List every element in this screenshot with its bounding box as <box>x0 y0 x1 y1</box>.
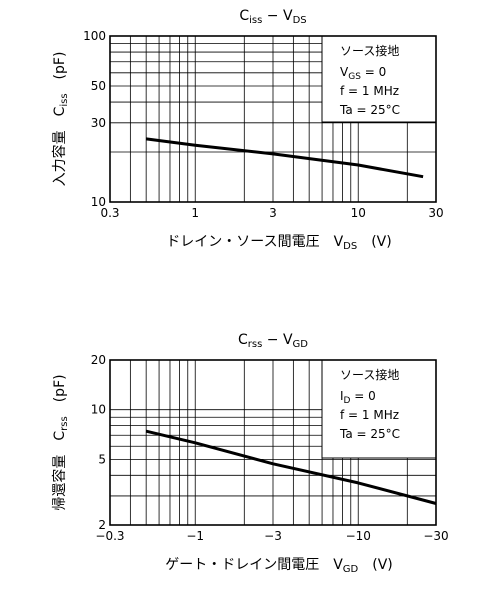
data-curve <box>145 429 437 505</box>
ylabel-sub: iss <box>59 93 70 106</box>
chart-2: Crss − VGD−0.3 −1 −3 −10 −30251020ゲート・ドレイン間電… <box>51 332 449 575</box>
chart-title: Crss − VGD <box>238 332 308 350</box>
legend-main: f = 1 MHz <box>340 408 399 422</box>
legend-sub: GS <box>348 72 361 82</box>
y-tick-label: 10 <box>91 403 106 417</box>
xlabel-unit: (V) <box>358 557 393 573</box>
y-tick-label: 50 <box>91 79 106 93</box>
x-tick-label: −1 <box>186 529 204 543</box>
title-sep: − V <box>262 8 293 24</box>
x-tick-label: 10 <box>351 206 366 220</box>
y-tick-label: 5 <box>98 452 106 466</box>
legend-main: I <box>340 389 344 403</box>
title-sub2: DS <box>293 15 307 26</box>
data-curve <box>146 137 424 179</box>
y-tick-label: 10 <box>91 195 106 209</box>
ylabel-unit: (pF) <box>52 52 68 94</box>
xlabel-main: ゲート・ドレイン間電圧 V <box>165 557 343 573</box>
legend-line: Ta = 25°C <box>339 427 400 441</box>
xlabel-main: ドレイン・ソース間電圧 V <box>166 234 343 250</box>
title-sub2: GD <box>293 339 309 350</box>
ylabel-main: 入力容量 C <box>51 106 68 186</box>
legend-line: ID = 0 <box>340 389 376 406</box>
x-tick-label: 0.3 <box>100 206 119 220</box>
title-sub: iss <box>249 15 262 26</box>
chart-title: Ciss − VDS <box>239 8 306 26</box>
ylabel-unit: (pF) <box>52 374 68 416</box>
legend-box <box>321 359 437 459</box>
x-tick-label: −30 <box>423 529 448 543</box>
legend-title: ソース接地 <box>340 43 399 58</box>
y-tick-label: 100 <box>83 29 106 43</box>
x-tick-label: 30 <box>428 206 443 220</box>
y-tick-label: 30 <box>91 116 106 130</box>
plot-frame <box>109 35 437 203</box>
legend-line: f = 1 MHz <box>340 408 399 422</box>
legend-line: Ta = 25°C <box>339 103 400 117</box>
legend-title: ソース接地 <box>340 367 399 382</box>
y-tick-label: 2 <box>98 518 106 532</box>
legend-main: f = 1 MHz <box>340 84 399 98</box>
legend-rest: = 0 <box>350 389 375 403</box>
title-main: C <box>239 8 249 24</box>
x-tick-label: −10 <box>346 529 371 543</box>
y-axis-label: 入力容量 Ciss (pF) <box>51 52 70 187</box>
legend-rest: = 0 <box>361 65 386 79</box>
xlabel-unit: (V) <box>357 234 392 250</box>
x-axis-label: ドレイン・ソース間電圧 VDS (V) <box>166 234 391 252</box>
ylabel-main: 帰還容量 C <box>51 431 68 511</box>
plot-frame <box>109 359 437 526</box>
legend-sub: D <box>344 396 351 406</box>
x-tick-label: 1 <box>191 206 199 220</box>
y-axis-label: 帰還容量 Crss (pF) <box>51 374 70 510</box>
title-main: C <box>238 332 248 348</box>
grid <box>110 360 436 525</box>
x-tick-label: −3 <box>264 529 282 543</box>
title-sep: − V <box>262 332 293 348</box>
legend-main: Ta = 25°C <box>339 427 400 441</box>
xlabel-sub: GD <box>343 564 359 575</box>
legend-main: Ta = 25°C <box>339 103 400 117</box>
legend-line: f = 1 MHz <box>340 84 399 98</box>
ylabel-sub: rss <box>59 416 70 431</box>
x-tick-label: 3 <box>269 206 277 220</box>
legend-line: VGS = 0 <box>340 65 386 82</box>
title-sub: rss <box>248 339 263 350</box>
x-axis-label: ゲート・ドレイン間電圧 VGD (V) <box>165 557 393 575</box>
legend-main: V <box>340 65 349 79</box>
x-tick-label: −0.3 <box>95 529 124 543</box>
xlabel-sub: DS <box>343 241 357 252</box>
y-tick-label: 20 <box>91 353 106 367</box>
